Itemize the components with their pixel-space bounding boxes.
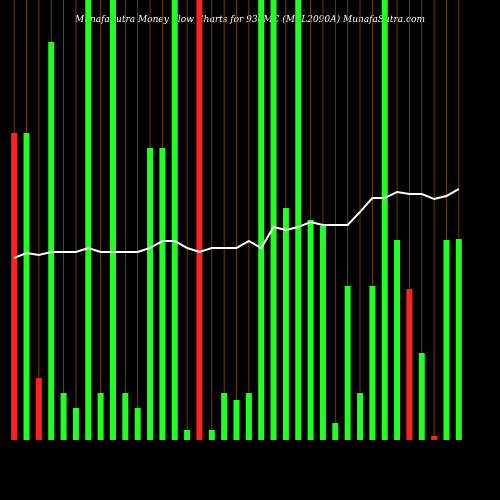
bar bbox=[85, 0, 92, 440]
bar bbox=[147, 148, 154, 440]
bar bbox=[23, 133, 30, 440]
bar bbox=[171, 0, 178, 440]
bar bbox=[122, 393, 129, 440]
bar bbox=[221, 393, 228, 440]
bar bbox=[369, 286, 376, 440]
bar bbox=[295, 0, 302, 440]
bar bbox=[270, 0, 277, 440]
bar bbox=[381, 0, 388, 440]
bar bbox=[184, 430, 191, 440]
bar bbox=[431, 436, 438, 440]
bar bbox=[60, 393, 67, 440]
bar bbox=[48, 42, 55, 440]
bar bbox=[443, 240, 450, 440]
bar bbox=[344, 286, 351, 440]
bar bbox=[72, 408, 79, 440]
bar bbox=[332, 423, 339, 440]
bar bbox=[109, 0, 116, 440]
bar bbox=[196, 0, 203, 440]
bar bbox=[319, 226, 326, 440]
bar bbox=[455, 239, 462, 440]
bar bbox=[208, 430, 215, 440]
bar bbox=[233, 400, 240, 440]
bar bbox=[406, 289, 413, 440]
bar bbox=[394, 240, 401, 440]
chart-title: MunafaSutra Money Flow Charts for 938MC … bbox=[74, 14, 425, 25]
bar bbox=[97, 393, 104, 440]
bar bbox=[245, 393, 252, 440]
flow-line bbox=[13, 188, 460, 259]
bar bbox=[357, 393, 364, 440]
bar bbox=[418, 353, 425, 440]
bar bbox=[159, 148, 166, 440]
bar bbox=[258, 0, 265, 440]
bar bbox=[35, 378, 42, 440]
bar bbox=[282, 208, 289, 440]
bar bbox=[11, 133, 18, 440]
bar bbox=[134, 408, 141, 440]
bar bbox=[307, 220, 314, 440]
